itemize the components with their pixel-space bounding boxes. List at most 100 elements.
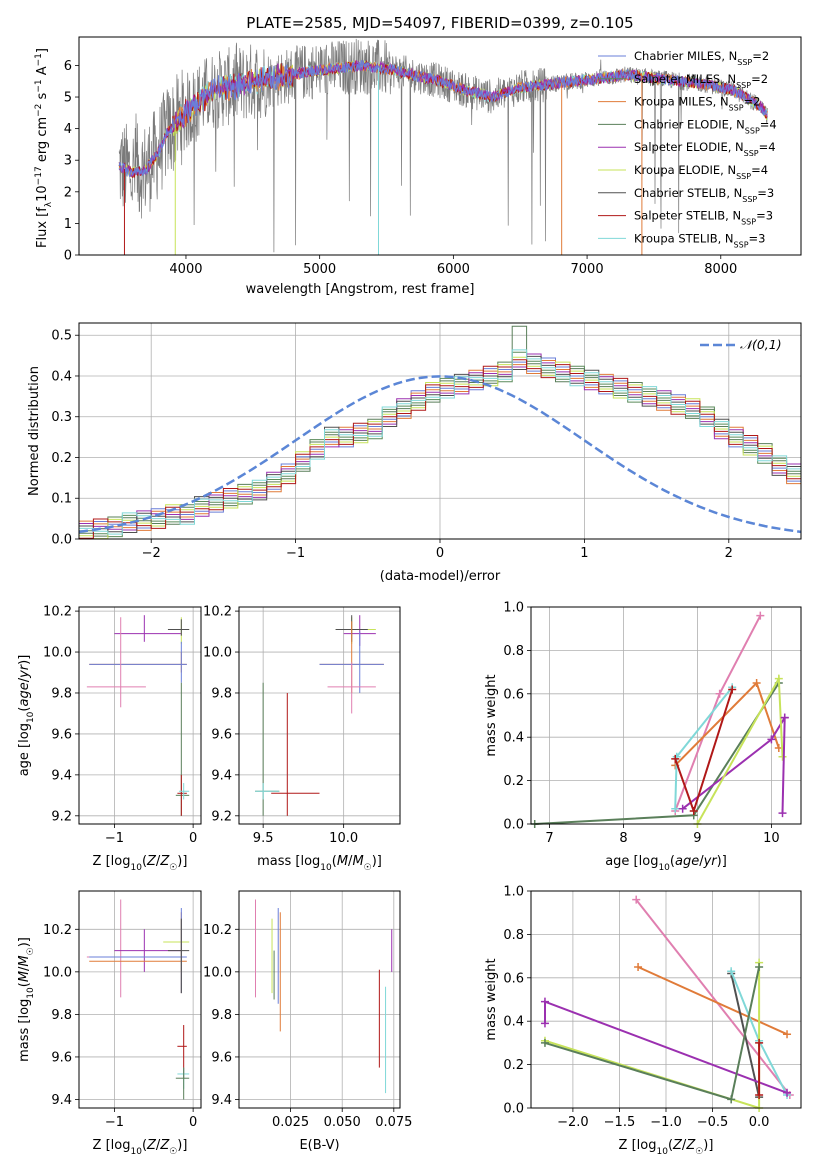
y-tick-label: 0.4	[51, 369, 72, 384]
errorbar-point	[86, 899, 146, 998]
legend-label: Kroupa STELIB, NSSP=3	[634, 231, 765, 249]
y-tick-label: 10.0	[43, 965, 72, 980]
weight-marker	[767, 735, 776, 744]
x-tick-label: 2	[725, 546, 733, 561]
errorbar-point	[271, 692, 320, 816]
histogram-step	[79, 349, 801, 535]
plot-frame	[78, 606, 202, 825]
x-tick-label: 1	[580, 546, 588, 561]
spectrum-model-line	[118, 60, 768, 177]
spectrum-data-line	[118, 38, 768, 253]
y-tick-label: 1	[64, 217, 72, 232]
y-axis-label: mass weight	[484, 958, 499, 1040]
x-tick-label: 0.050	[324, 1115, 361, 1130]
x-tick-label: −2	[142, 546, 161, 561]
x-axis-label: (data-model)/error	[380, 569, 501, 584]
y-tick-label: 6	[64, 59, 72, 74]
y-axis-label: age [log10(age/yr)]	[17, 655, 36, 777]
histogram-step	[79, 359, 801, 539]
errorbar-point	[178, 783, 190, 800]
figure-title: PLATE=2585, MJD=54097, FIBERID=0399, z=0…	[246, 14, 633, 32]
x-tick-label: 0	[189, 831, 197, 846]
errorbar-point	[255, 783, 280, 800]
panel-residuals: −2 −1 0 1 2 0.0 0.1 0.2 0.3 0.4 0.5 𝒩(0,1) (data-mod…	[27, 322, 802, 584]
weight-line	[635, 899, 791, 1096]
weight-marker	[783, 1030, 792, 1039]
x-tick-label: 6000	[437, 262, 470, 277]
y-tick-label: 0.0	[503, 818, 524, 833]
errorbar-point	[163, 918, 190, 972]
legend-label: Kroupa ELODIE, NSSP=4	[634, 163, 768, 181]
errorbar-point	[89, 912, 187, 994]
y-tick-label: 10.2	[203, 923, 232, 938]
x-axis-label: E(B-V)	[299, 1138, 339, 1153]
x-axis-label: Z [log10(Z/Z☉)]	[93, 854, 188, 873]
plot-frame	[238, 606, 401, 825]
y-tick-label: 9.6	[51, 727, 72, 742]
errorbar-point	[89, 652, 187, 673]
x-axis-label: mass [log10(M/M☉)]	[257, 854, 382, 873]
x-tick-label: −1	[105, 831, 124, 846]
x-axis-label: Z [log10(Z/Z☉)]	[93, 1138, 188, 1157]
weight-marker	[671, 754, 680, 763]
y-tick-label: 0.3	[51, 410, 72, 425]
gaussian-curve	[79, 375, 801, 534]
x-tick-label: 0	[189, 1115, 197, 1130]
weight-line	[637, 966, 788, 1036]
weight-marker	[540, 1038, 549, 1047]
errorbar-point	[169, 617, 190, 644]
weight-marker	[540, 997, 549, 1006]
panel-z-mass: −1 0 9.4 9.6 9.8 10.0 10.2 Z [log10(Z/Z☉)] mass …	[17, 890, 202, 1157]
errorbar-point	[177, 1025, 187, 1079]
weight-marker	[540, 1019, 549, 1028]
legend-label: Chabrier MILES, NSSP=2	[634, 49, 769, 67]
x-tick-label: 4000	[169, 262, 202, 277]
y-tick-label: 3	[64, 154, 72, 169]
y-tick-label: 9.4	[51, 768, 72, 783]
plot-frame	[530, 606, 802, 825]
errorbar-point	[335, 617, 376, 644]
y-tick-label: 9.6	[211, 1050, 232, 1065]
y-tick-label: 10.0	[43, 646, 72, 661]
weight-line	[781, 717, 786, 814]
y-tick-label: 4	[64, 122, 72, 137]
y-tick-label: 0.6	[503, 971, 524, 986]
weight-marker	[755, 1090, 764, 1099]
weight-marker	[756, 611, 765, 620]
x-tick-label: 5000	[303, 262, 336, 277]
errorbar-point	[175, 682, 190, 816]
plot-frame	[238, 890, 401, 1109]
panel-ebv-mass: 0.025 0.050 0.075 9.4 9.6 9.8 10.0 10.2 E(B-V)	[203, 890, 412, 1153]
panel-age-weight: 7 8 9 10 0.0 0.2 0.4 0.6 0.8 1.0 age [log10(age/yr…	[484, 601, 802, 873]
weight-marker	[671, 804, 680, 813]
errorbar-point	[89, 641, 187, 683]
errorbar-point	[86, 617, 146, 708]
y-tick-label: 9.4	[211, 1093, 232, 1108]
weight-marker	[783, 1088, 792, 1097]
x-tick-label: 9.5	[253, 831, 274, 846]
histogram-step	[79, 351, 801, 538]
y-tick-label: 9.2	[51, 809, 72, 824]
legend-label: Kroupa MILES, NSSP=2	[634, 95, 760, 113]
weight-marker	[727, 967, 736, 976]
x-tick-label: 8000	[704, 262, 737, 277]
y-tick-label: 0.8	[503, 644, 524, 659]
weight-marker	[752, 678, 761, 687]
y-axis-label: Normed distribution	[27, 366, 42, 496]
y-tick-label: 5	[64, 91, 72, 106]
y-tick-label: 10.2	[43, 605, 72, 620]
y-tick-label: 10.2	[43, 923, 72, 938]
weight-marker	[755, 1038, 764, 1047]
y-tick-label: 10.2	[203, 605, 232, 620]
weight-marker	[780, 713, 789, 722]
errorbar-point	[167, 918, 190, 994]
legend-label: Chabrier STELIB, NSSP=3	[634, 186, 774, 204]
y-tick-label: 0.0	[51, 533, 72, 548]
weight-line	[534, 682, 780, 825]
legend-label: Salpeter STELIB, NSSP=3	[634, 209, 773, 227]
histogram-group	[79, 325, 801, 539]
y-tick-label: 10.0	[203, 646, 232, 661]
errorbar-point	[177, 774, 187, 816]
weight-marker	[778, 809, 787, 818]
y-tick-label: 9.8	[51, 1008, 72, 1023]
